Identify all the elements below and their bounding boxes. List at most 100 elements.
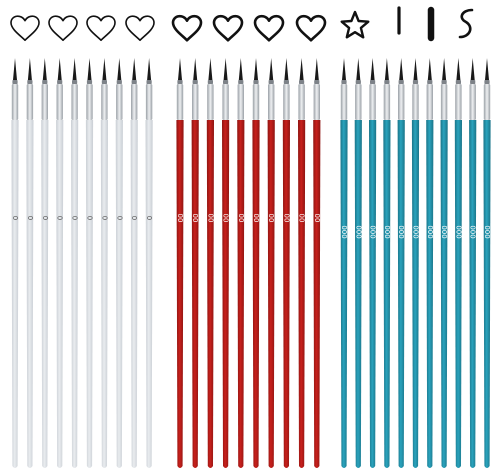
brush-bristles [72, 58, 77, 80]
brush-ferrule [131, 84, 138, 120]
paint-brush: 0 [115, 58, 123, 468]
brush-size-label: 0 [56, 216, 64, 220]
brush-size-label: 00 [298, 214, 306, 223]
brush-size-label: 0 [86, 216, 94, 220]
brush-bristles [314, 58, 319, 80]
brush-bristles [238, 58, 243, 80]
heart-stroke-icon [48, 15, 78, 42]
brush-size-label: 00 [237, 214, 245, 223]
paint-brush: 00 [282, 58, 290, 468]
brush-ferrule [298, 84, 305, 120]
brush-ferrule [355, 84, 362, 120]
brush-ferrule [26, 84, 34, 120]
brush-size-label: 000 [383, 225, 391, 238]
brush-ferrule [455, 84, 462, 120]
brush-ferrule [101, 84, 108, 120]
brush-size-label: 0 [145, 216, 153, 220]
paint-brush: 000 [369, 58, 377, 468]
brush-size-label: 0 [71, 216, 79, 220]
paint-brush: 000 [340, 58, 348, 468]
red-brushes: 00 00 00 00 00 00 00 00 00 00 [176, 58, 321, 468]
brush-bristles [117, 58, 122, 80]
brush-ferrule [412, 84, 419, 120]
paint-brush: 0 [86, 58, 94, 468]
paint-brush: 000 [483, 58, 491, 468]
brush-ferrule [283, 84, 290, 120]
brush-handle [354, 120, 362, 468]
brush-handle [440, 120, 448, 468]
brush-ferrule [176, 84, 184, 120]
brush-size-label: 000 [369, 225, 377, 238]
paint-brush: 00 [298, 58, 306, 468]
blue-brushes: 000 000 000 000 000 000 000 000 000 000 000 [340, 58, 491, 468]
brush-handle [298, 120, 306, 468]
brush-size-label: 00 [191, 214, 199, 223]
stroke-samples-row [10, 6, 474, 42]
paint-brush: 000 [469, 58, 477, 468]
paint-brush: 00 [313, 58, 321, 468]
brush-ferrule [440, 84, 448, 120]
brush-bristles [485, 58, 489, 80]
brush-ferrule [340, 84, 348, 120]
brush-bristles [57, 58, 62, 80]
brush-handle [222, 120, 230, 468]
brush-handle [237, 120, 245, 468]
paint-brush: 00 [252, 58, 260, 468]
brush-handle [267, 120, 275, 468]
brush-bristles [284, 58, 289, 80]
star-icon [340, 10, 370, 39]
brush-bristles [102, 58, 107, 80]
paint-brush: 000 [383, 58, 391, 468]
brush-ferrule [145, 84, 153, 120]
brush-handle [176, 120, 184, 468]
brush-handle [85, 120, 94, 468]
brush-size-label: 0 [41, 216, 49, 220]
brush-ferrule [207, 84, 214, 120]
paint-brush: 000 [397, 58, 405, 468]
paint-brush: 0 [145, 58, 153, 468]
brush-bristles [413, 58, 418, 80]
brush-ferrule [237, 84, 244, 120]
brush-handle [469, 120, 477, 468]
brush-ferrule [398, 84, 405, 120]
heart-bold-icon [253, 14, 285, 42]
paint-brush: 0 [71, 58, 79, 468]
brush-size-label: 00 [176, 214, 184, 223]
heart-stroke-icon [10, 15, 40, 42]
paint-brush: 000 [426, 58, 434, 468]
brush-size-label: 00 [222, 214, 230, 223]
brush-bristles [223, 58, 228, 80]
brush-ferrule [252, 84, 260, 120]
brush-ferrule [11, 84, 19, 120]
paint-brush: 0 [56, 58, 64, 468]
brush-bristles [470, 58, 475, 80]
brush-bristles [87, 58, 92, 80]
heart-bold-icon [295, 14, 327, 42]
brush-size-label: 000 [426, 225, 434, 238]
brush-size-label: 000 [397, 225, 405, 238]
brush-handle [56, 120, 64, 468]
paint-brush: 0 [11, 58, 19, 468]
brush-size-label: 00 [267, 214, 275, 223]
brush-ferrule [41, 84, 48, 120]
paint-brush: 00 [267, 58, 275, 468]
brush-ferrule [483, 84, 491, 120]
brush-ferrule [56, 84, 63, 120]
brush-ferrule [313, 84, 320, 120]
paint-brush: 00 [176, 58, 184, 468]
brush-bristles [132, 58, 137, 80]
brush-bristles [370, 58, 375, 80]
heart-stroke-icon [125, 15, 155, 42]
brush-handle [411, 120, 420, 468]
paint-brush: 000 [412, 58, 420, 468]
heart-bold-icon [212, 14, 244, 42]
brush-bristles [178, 58, 182, 80]
brush-handle [41, 120, 49, 468]
brush-size-label: 000 [440, 225, 448, 238]
paint-brush: 00 [237, 58, 245, 468]
brush-size-label: 0 [11, 216, 19, 220]
brush-bristles [42, 58, 47, 80]
brush-ferrule [86, 84, 93, 120]
